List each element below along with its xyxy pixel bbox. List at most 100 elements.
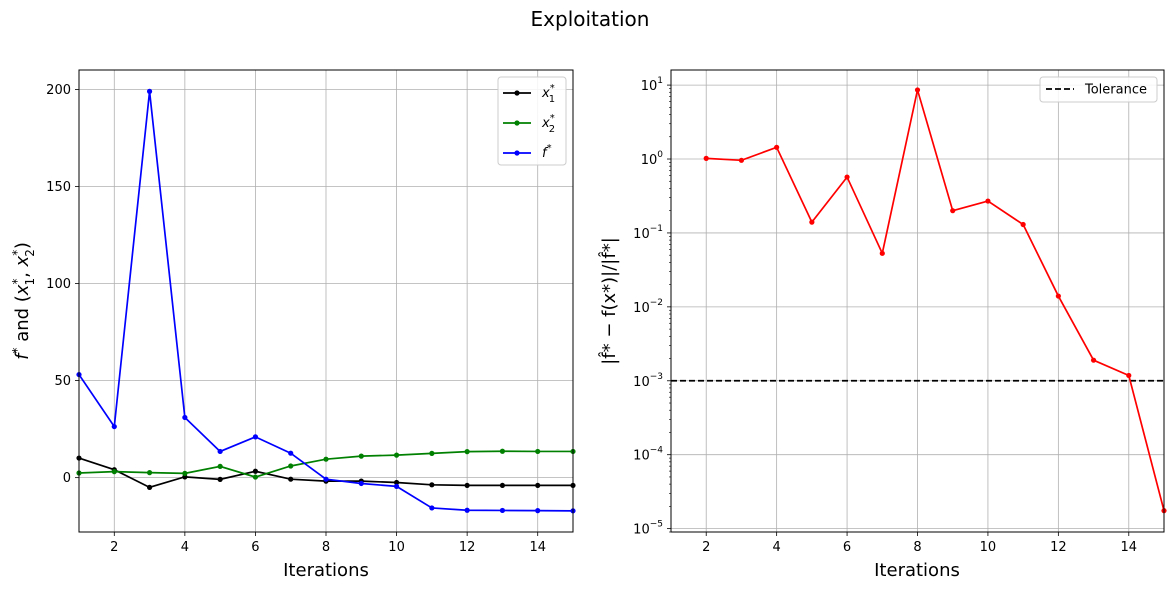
y-tick-label: 10−2 <box>633 298 663 316</box>
x-tick-label: 4 <box>773 540 781 555</box>
right-x-axis-label: Iterations <box>874 560 960 581</box>
legend-marker-f* <box>514 150 520 156</box>
legend-box <box>497 76 567 166</box>
y-tick-label: 100 <box>46 277 71 292</box>
data-point-f* <box>358 480 364 487</box>
legend-label-x1*: x* 1 <box>541 83 555 105</box>
x-tick-label: 8 <box>322 540 330 555</box>
data-point-x2* <box>358 453 364 459</box>
y-tick-label: 101 <box>641 76 663 94</box>
data-point-f* <box>111 423 117 430</box>
left-x-ticks: 2 4 6 8 10 12 14 <box>110 532 546 555</box>
data-point-x1* <box>393 479 400 486</box>
y-tick-label: 10−1 <box>633 224 663 242</box>
x-tick-label: 8 <box>913 540 921 555</box>
data-point-x2* <box>393 452 400 458</box>
y-tick-label: 50 <box>54 374 71 389</box>
data-point-x1* <box>252 468 259 474</box>
legend-box <box>1039 76 1158 103</box>
data-point-f* <box>323 476 329 482</box>
legend-label-tolerance: Tolerance <box>1084 83 1147 98</box>
data-point-error <box>1020 221 1026 228</box>
data-point-x1* <box>288 476 294 482</box>
x-tick-label: 14 <box>1121 540 1138 555</box>
data-point-x2* <box>464 449 470 455</box>
left-legend: x* 1 x* 2 f* <box>497 76 567 166</box>
data-point-x2* <box>499 448 506 454</box>
data-point-error <box>879 250 885 256</box>
right-grid <box>671 70 1164 532</box>
data-point-f* <box>146 88 153 94</box>
x-tick-label: 6 <box>251 540 259 555</box>
data-point-x2* <box>323 456 329 462</box>
data-point-error <box>1055 293 1061 299</box>
data-point-x2* <box>217 463 223 469</box>
y-tick-label: 150 <box>46 180 71 195</box>
y-tick-label: 200 <box>46 83 71 98</box>
data-point-f* <box>288 450 294 456</box>
right-legend: Tolerance <box>1039 76 1158 103</box>
data-point-f* <box>535 508 541 514</box>
data-point-error <box>985 198 991 204</box>
data-point-error <box>950 208 956 214</box>
y-tick-label: 10−3 <box>633 372 663 390</box>
data-point-x2* <box>111 469 117 475</box>
x-tick-label: 2 <box>702 540 710 555</box>
x-tick-label: 12 <box>1050 540 1067 555</box>
legend-marker-x2* <box>514 120 520 126</box>
right-x-ticks: 2 4 6 8 10 12 14 <box>702 532 1137 555</box>
series-line-error <box>706 89 1165 511</box>
data-point-x2* <box>288 463 294 469</box>
data-point-x1* <box>429 482 435 488</box>
data-point-x1* <box>535 482 541 489</box>
y-tick-label: 0 <box>63 471 71 486</box>
legend-marker-x1* <box>514 90 520 96</box>
data-point-error <box>914 87 921 93</box>
x-tick-label: 4 <box>181 540 189 555</box>
data-point-error <box>703 155 709 161</box>
y-tick-label: 10−5 <box>633 520 663 538</box>
x-tick-label: 12 <box>459 540 476 555</box>
data-point-x2* <box>182 470 188 476</box>
data-point-error <box>1090 357 1097 363</box>
right-chart: 2 4 6 8 10 12 14 101 100 10−1 10−2 10−3 10−4 10−5 It… <box>599 69 1167 581</box>
data-point-x2* <box>252 474 259 480</box>
data-point-f* <box>217 448 223 455</box>
right-y-ticks: 101 100 10−1 10−2 10−3 10−4 10−5 <box>633 76 671 538</box>
data-point-x2* <box>535 448 541 455</box>
data-point-x2* <box>146 470 153 476</box>
figure-title: Exploitation <box>531 7 650 31</box>
data-point-x2* <box>429 450 435 456</box>
x-tick-label: 2 <box>110 540 118 555</box>
left-y-ticks: 0 50 100 150 200 <box>46 83 79 486</box>
data-point-error <box>844 174 850 180</box>
data-point-error <box>774 144 780 150</box>
data-point-f* <box>429 505 435 511</box>
data-point-f* <box>499 507 506 514</box>
legend-label-f*: f* <box>542 143 552 161</box>
data-point-f* <box>393 483 400 489</box>
x-tick-label: 14 <box>529 540 546 555</box>
left-x-axis-label: Iterations <box>283 560 369 581</box>
data-point-f* <box>464 507 470 513</box>
data-point-f* <box>182 414 188 421</box>
data-point-x1* <box>464 482 470 489</box>
right-y-axis-label: |f̂* − f(x*)|/|f̂*| <box>599 237 620 365</box>
left-series-layer <box>76 88 576 514</box>
data-point-f* <box>252 434 259 440</box>
data-point-error <box>738 157 745 163</box>
data-point-x1* <box>146 484 153 490</box>
x-tick-label: 10 <box>388 540 405 555</box>
data-point-error <box>809 219 815 225</box>
left-chart: 2 4 6 8 10 12 14 0 50 100 150 200 Iterations f* an… <box>10 69 576 581</box>
y-tick-label: 10−4 <box>633 446 663 464</box>
right-series-layer <box>671 87 1167 514</box>
data-point-error <box>1126 372 1132 379</box>
x-tick-label: 10 <box>980 540 997 555</box>
legend-label-x2*: x* 2 <box>541 113 555 135</box>
left-grid <box>79 70 573 532</box>
left-y-axis-label: f* and (x*1, x*2) <box>10 242 37 360</box>
data-point-x1* <box>217 476 223 482</box>
x-tick-label: 6 <box>843 540 851 555</box>
